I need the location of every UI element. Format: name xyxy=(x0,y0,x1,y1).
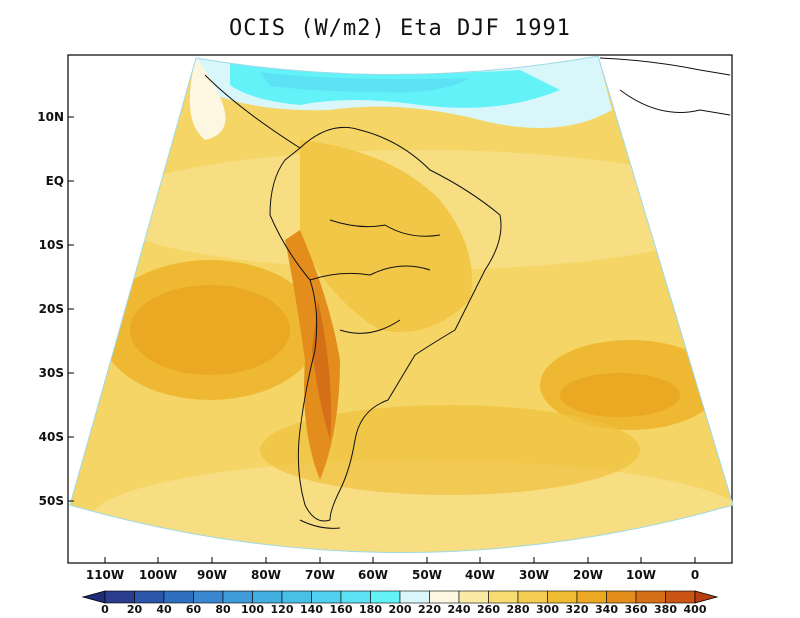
colorbar-swatch xyxy=(222,590,253,604)
lon-label-70w: 70W xyxy=(305,568,335,582)
lat-label-20s: 20S xyxy=(38,302,64,316)
colorbar-level-label: 200 xyxy=(388,603,412,616)
colorbar-level-label: 240 xyxy=(447,603,471,616)
colorbar-swatch xyxy=(311,590,342,604)
lon-label-40w: 40W xyxy=(465,568,495,582)
colorbar-level-label: 220 xyxy=(418,603,441,616)
lon-label-0: 0 xyxy=(690,568,700,582)
colorbar-level-label: 160 xyxy=(329,603,353,616)
domain-boundary xyxy=(69,55,734,553)
colorbar-high-arrow xyxy=(694,590,719,604)
lat-label-30s: 30S xyxy=(38,366,64,380)
colorbar-level-label: 380 xyxy=(654,603,677,616)
lon-label-110w: 110W xyxy=(85,568,125,582)
lon-label-80w: 80W xyxy=(251,568,281,582)
colorbar-swatch xyxy=(635,590,666,604)
lat-label-eq: EQ xyxy=(45,174,64,188)
lon-label-100w: 100W xyxy=(138,568,178,582)
colorbar-swatch xyxy=(665,590,696,604)
colorbar-level-label: 280 xyxy=(506,603,530,616)
colorbar-level-label: 120 xyxy=(270,603,294,616)
axis-ticks xyxy=(68,116,696,563)
lat-label-50s: 50S xyxy=(38,494,64,508)
lon-label-30w: 30W xyxy=(519,568,549,582)
lon-label-50w: 50W xyxy=(412,568,442,582)
colorbar-level-label: 140 xyxy=(300,603,323,616)
lon-label-10w: 10W xyxy=(626,568,656,582)
colorbar-level-label: 360 xyxy=(624,603,648,616)
figure-title: OCIS (W/m2) Eta DJF 1991 xyxy=(229,16,571,41)
colorbar-swatch xyxy=(547,590,578,604)
colorbar-swatch xyxy=(104,590,135,604)
colorbar xyxy=(81,590,719,604)
colorbar-level-label: 320 xyxy=(565,603,589,616)
colorbar-level-label: 400 xyxy=(683,603,707,616)
colorbar-swatch xyxy=(252,590,283,604)
colorbar-swatch xyxy=(340,590,371,604)
colorbar-swatch xyxy=(370,590,401,604)
colorbar-swatch xyxy=(429,590,460,604)
colorbar-swatch xyxy=(488,590,519,604)
colorbar-swatch xyxy=(281,590,312,604)
colorbar-swatch xyxy=(517,590,548,604)
colorbar-level-label: 60 xyxy=(185,603,202,616)
lon-label-90w: 90W xyxy=(197,568,227,582)
colorbar-swatch xyxy=(399,590,430,604)
colorbar-level-label: 100 xyxy=(241,603,264,616)
lat-label-10s: 10S xyxy=(38,238,64,252)
colorbar-level-label: 300 xyxy=(536,603,559,616)
colorbar-swatch xyxy=(606,590,637,604)
colorbar-swatch xyxy=(134,590,165,604)
lat-label-40s: 40S xyxy=(38,430,64,444)
lon-label-20w: 20W xyxy=(573,568,603,582)
colorbar-level-label: 80 xyxy=(215,603,231,616)
lon-label-60w: 60W xyxy=(358,568,388,582)
lat-label-10n: 10N xyxy=(37,110,64,124)
colorbar-swatch xyxy=(576,590,607,604)
colorbar-level-label: 40 xyxy=(156,603,172,616)
colorbar-low-arrow xyxy=(81,590,106,604)
colorbar-level-label: 260 xyxy=(477,603,500,616)
colorbar-level-label: 20 xyxy=(126,603,143,616)
colorbar-level-label: 180 xyxy=(359,603,382,616)
colorbar-swatch xyxy=(163,590,194,604)
colorbar-level-label: 0 xyxy=(101,603,109,616)
colorbar-swatch xyxy=(458,590,489,604)
colorbar-level-label: 340 xyxy=(595,603,618,616)
coastlines xyxy=(204,57,731,529)
colorbar-swatch xyxy=(193,590,224,604)
